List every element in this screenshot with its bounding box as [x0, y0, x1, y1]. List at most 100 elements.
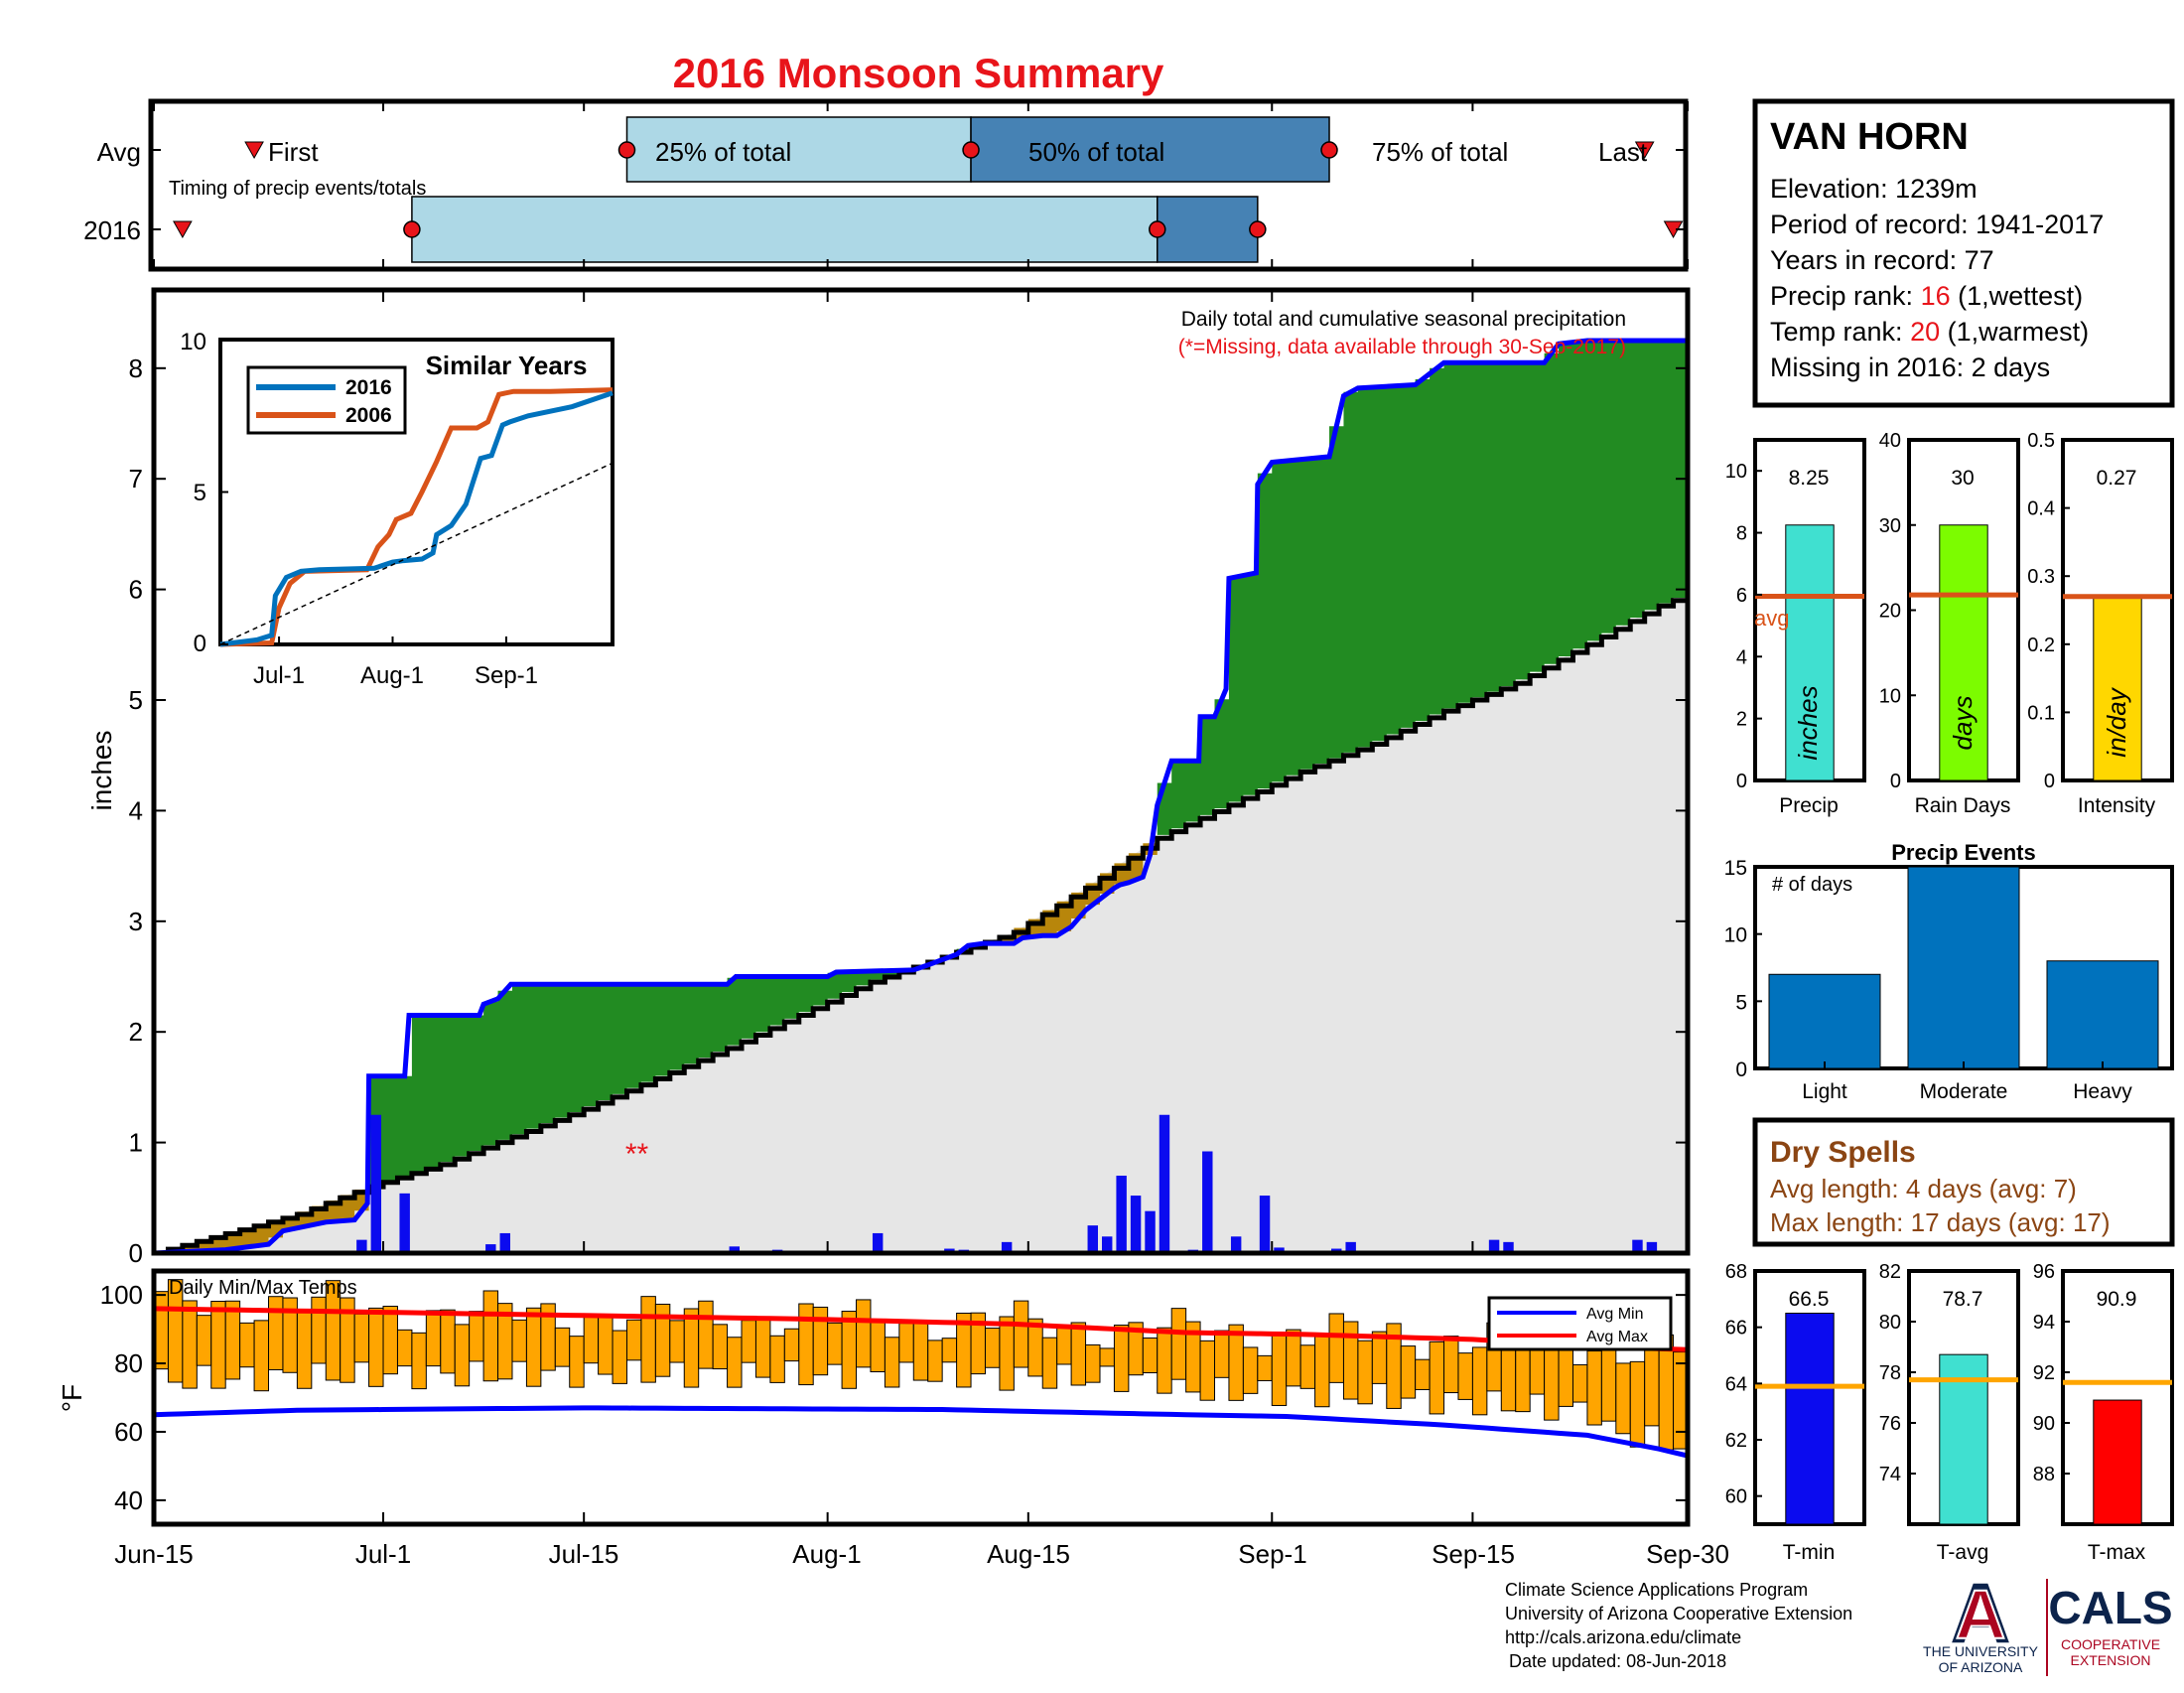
timing-2016-marker-p25 — [403, 220, 421, 238]
temp-ytick-label: 80 — [114, 1348, 143, 1378]
xtick-sep30: Sep-30 — [1646, 1539, 1729, 1569]
temp-rank-value: 20 — [1910, 317, 1940, 347]
daily-precip-bar — [1159, 1114, 1170, 1253]
tmax-value-text: 90.9 — [2097, 1288, 2137, 1311]
daily-precip-bar — [1274, 1247, 1285, 1253]
ua-logo-text-line2: OF ARIZONA — [1939, 1659, 2023, 1675]
events-category-label: Heavy — [2073, 1080, 2132, 1103]
daily-temp-bar — [1457, 1352, 1473, 1400]
timing-2016-box-25-50 — [411, 196, 1159, 263]
timing-subtitle: Timing of precip events/totals — [169, 178, 426, 200]
ua-logo-text-line1: THE UNIVERSITY — [1923, 1643, 2039, 1659]
temp-ytick-label: 100 — [100, 1280, 143, 1310]
timing-avg-marker-p50 — [962, 141, 980, 159]
tavg-value-text: 78.7 — [1943, 1288, 1983, 1311]
footer-line1: Climate Science Applications Program — [1505, 1580, 1808, 1600]
daily-temp-bar — [698, 1300, 714, 1369]
cals-logo-line2: EXTENSION — [2071, 1652, 2151, 1668]
xtick-jul15: Jul-15 — [549, 1539, 619, 1569]
timing-row-2016-label: 2016 — [83, 215, 141, 245]
main-note-line1: Daily total and cumulative seasonal prec… — [1181, 308, 1626, 331]
tmin-value-text: 66.5 — [1789, 1288, 1830, 1311]
daily-temp-bar — [1571, 1364, 1588, 1403]
daily-temp-bar — [1214, 1330, 1230, 1378]
precip-rank-suffix: (1,wettest) — [1951, 281, 2084, 311]
temp-summary-bars: 60 62 64 66 68 74 76 78 80 82 88 90 92 94 96 66.5 T-mi… — [1725, 1261, 2174, 1564]
summary-bars-plots: 0 2 4 6 8 10 0 10 20 30 40 0 0.1 0.2 0.3 0.4 0.5 — [1725, 430, 2174, 792]
daily-precip-bar — [485, 1244, 496, 1253]
raindays-ytick-label: 30 — [1879, 515, 1901, 537]
daily-temp-bar — [625, 1319, 642, 1361]
daily-temp-bar — [583, 1316, 600, 1364]
daily-temp-bar — [927, 1340, 943, 1382]
timing-avg-marker-p75 — [1320, 141, 1338, 159]
tavg-label: T-avg — [1937, 1541, 1989, 1564]
daily-temp-bar — [1629, 1360, 1646, 1448]
main-ytick-label: 4 — [129, 795, 143, 825]
station-years: Years in record: 77 — [1770, 245, 1994, 275]
precip-value-text: 8.25 — [1789, 467, 1830, 490]
above-average-fill — [368, 340, 1689, 1185]
inset-line-2016 — [219, 390, 614, 647]
daily-precip-bar — [729, 1246, 741, 1253]
daily-temp-bar — [1328, 1313, 1344, 1383]
daily-precip-bar — [1101, 1236, 1113, 1253]
dry-spells-box: Dry Spells Avg length: 4 days (avg: 7) M… — [1752, 1117, 2175, 1247]
inset-xtick-aug1: Aug-1 — [360, 662, 424, 689]
station-missing: Missing in 2016: 2 days — [1770, 353, 2050, 382]
daily-temp-bar — [196, 1315, 212, 1366]
tmax-ytick-label: 94 — [2033, 1312, 2055, 1334]
daily-precip-bar — [1145, 1210, 1156, 1253]
raindays-ytick-label: 10 — [1879, 685, 1901, 707]
daily-temp-bar — [870, 1320, 886, 1372]
station-elevation: Elevation: 1239m — [1770, 174, 1978, 204]
daily-temp-bar — [224, 1300, 241, 1380]
precip-avg-text: avg — [1754, 606, 1789, 631]
page-title: 2016 Monsoon Summary — [673, 50, 1164, 96]
tmin-label: T-min — [1783, 1541, 1836, 1564]
daily-temp-bar — [525, 1307, 542, 1387]
timing-panel: Avg 2016 Timing of precip events/totals … — [83, 98, 1689, 272]
inset-average-line — [219, 462, 614, 645]
daily-temp-bar — [912, 1320, 929, 1381]
main-ytick-label: 1 — [129, 1128, 143, 1158]
daily-temp-bar — [1658, 1334, 1675, 1451]
intensity-unit-text: in/day — [2102, 686, 2131, 757]
main-plot-frame — [151, 287, 1691, 1256]
below-average-area — [154, 595, 1688, 1253]
station-precip-rank: Precip rank: 16 (1,wettest) — [1770, 281, 2083, 311]
daily-temp-bar — [569, 1336, 585, 1388]
daily-temp-bar — [1371, 1331, 1388, 1384]
precip-rank-prefix: Precip rank: — [1770, 281, 1921, 311]
missing-data-marker: ** — [625, 1138, 649, 1171]
intensity-value-text: 0.27 — [2097, 467, 2137, 490]
daily-temp-bar — [884, 1337, 900, 1388]
daily-precip-bar — [356, 1239, 367, 1253]
daily-precip-bar — [1259, 1196, 1271, 1253]
events-ytick-label: 5 — [1735, 991, 1747, 1014]
avg-max-line — [153, 1306, 1689, 1352]
events-ylabel: # of days — [1772, 874, 1852, 896]
temp-ytick-label: 40 — [114, 1485, 143, 1515]
dry-spells-max-length: Max length: 17 days (avg: 17) — [1770, 1207, 2111, 1237]
daily-temp-bar — [783, 1328, 800, 1362]
raindays-unit-text: days — [1948, 696, 1978, 751]
daily-precip-bar — [1632, 1239, 1643, 1253]
timing-p50-label: 50% of total — [1028, 137, 1164, 167]
events-category-label: Moderate — [1920, 1080, 2008, 1103]
daily-precip-bar — [1202, 1151, 1213, 1253]
daily-temp-bar — [1314, 1336, 1330, 1408]
daily-temp-bar — [1257, 1354, 1273, 1381]
inset-legend-label-2006: 2006 — [345, 404, 392, 427]
main-ytick-label: 7 — [129, 464, 143, 494]
timing-2016-box-50-75 — [1156, 196, 1259, 263]
xtick-aug15: Aug-15 — [987, 1539, 1070, 1569]
events-ytick-label: 0 — [1735, 1058, 1747, 1081]
daily-temp-bar — [1600, 1343, 1617, 1422]
daily-temp-bar — [669, 1320, 685, 1363]
inset-ytick-0: 0 — [194, 631, 206, 657]
raindays-bar — [1939, 524, 1988, 781]
tmax-ytick-label: 92 — [2033, 1362, 2055, 1384]
intensity-label: Intensity — [2078, 794, 2156, 817]
daily-precip-bar — [1345, 1241, 1356, 1253]
